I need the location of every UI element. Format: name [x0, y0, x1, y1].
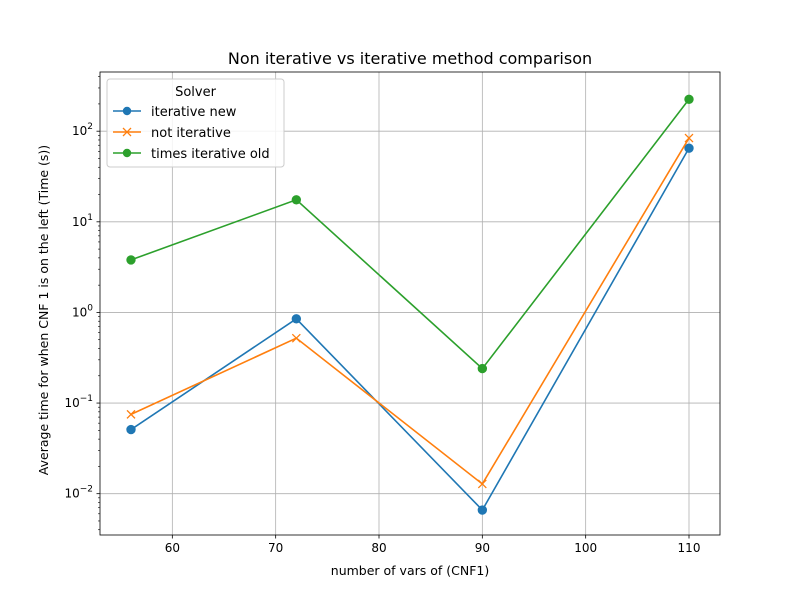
data-point: [684, 94, 694, 104]
data-point: [291, 314, 302, 324]
legend-entry: times iterative old: [113, 147, 270, 162]
data-series: [126, 94, 694, 515]
marker-stroke: [684, 133, 694, 143]
y-axis-label: Average time for when CNF 1 is on the le…: [36, 145, 51, 475]
data-point: [126, 409, 136, 419]
data-point: [291, 195, 302, 205]
y-tick-exponent: −1: [80, 394, 93, 404]
series-not-iterative: [126, 133, 694, 489]
x-tick-label: 100: [574, 541, 597, 555]
legend-label: iterative new: [151, 105, 237, 120]
y-tick-exponent: 1: [87, 213, 93, 223]
x-tick-label: 60: [165, 541, 180, 555]
data-point: [477, 363, 488, 374]
legend-marker: [122, 127, 132, 137]
y-tick-exponent: −2: [80, 485, 93, 495]
data-point: [477, 479, 487, 489]
legend-entry: iterative new: [113, 105, 237, 120]
data-point: [291, 333, 301, 343]
series-iterative-new: [126, 143, 694, 515]
legend-marker: [122, 148, 132, 158]
series-line: [130, 137, 690, 486]
marker-stroke: [126, 409, 136, 419]
data-point: [477, 505, 488, 515]
legend-marker: [122, 106, 132, 116]
x-axis-label: number of vars of (CNF1): [331, 563, 489, 578]
y-tick-base: 10: [72, 215, 87, 229]
marker-stroke: [291, 333, 301, 343]
legend-entry: not iterative: [113, 126, 231, 141]
y-tick-label: 102: [72, 122, 93, 138]
y-tick-label: 100: [72, 303, 93, 319]
legend-label: times iterative old: [151, 147, 270, 162]
y-tick-label: 10−2: [64, 485, 93, 501]
data-point: [684, 133, 694, 143]
x-tick-label: 70: [268, 541, 283, 555]
y-tick-label: 10−1: [64, 394, 93, 410]
marker-stroke: [477, 479, 487, 489]
y-tick-exponent: 2: [87, 122, 93, 132]
y-tick-base: 10: [64, 487, 79, 501]
series-times-iterative-old: [126, 94, 694, 374]
y-tick-base: 10: [72, 124, 87, 138]
data-point: [126, 255, 136, 265]
legend-title: Solver: [175, 85, 217, 100]
y-tick-label: 101: [72, 213, 93, 229]
y-tick-base: 10: [64, 396, 79, 410]
legend-label: not iterative: [151, 126, 231, 141]
series-line: [130, 98, 690, 370]
y-tick-exponent: 0: [87, 303, 93, 313]
series-line: [130, 147, 690, 512]
plot-frame: [99, 71, 721, 536]
x-tick-label: 80: [371, 541, 386, 555]
legend-box: [106, 78, 285, 168]
x-tick-label: 110: [678, 541, 701, 555]
chart-title: Non iterative vs iterative method compar…: [228, 49, 592, 68]
x-tick-label: 90: [475, 541, 490, 555]
data-point: [684, 143, 694, 153]
legend: Solver iterative new not iterative times it…: [106, 78, 285, 168]
y-tick-base: 10: [72, 305, 87, 319]
data-point: [126, 424, 136, 435]
